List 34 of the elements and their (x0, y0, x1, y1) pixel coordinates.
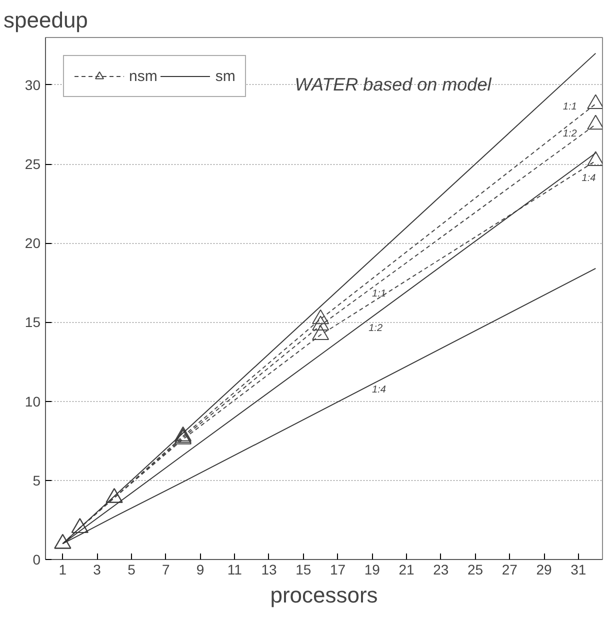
y-tick-label: 25 (24, 156, 41, 172)
x-tick-label: 29 (536, 562, 552, 578)
x-tick-label: 25 (468, 562, 484, 578)
y-tick-label: 30 (24, 76, 41, 93)
x-tick-label: 17 (330, 562, 346, 578)
y-tick-label: 5 (32, 472, 41, 488)
legend-label: nsm (129, 68, 158, 84)
y-tick-label: 20 (24, 235, 41, 252)
x-tick-label: 31 (570, 562, 586, 578)
x-tick-label: 9 (196, 562, 204, 578)
x-tick-label: 5 (128, 562, 136, 578)
x-tick-label: 11 (227, 562, 242, 578)
y-tick-label: 0 (32, 552, 41, 568)
x-tick-label: 27 (502, 562, 518, 578)
x-tick-label: 15 (296, 562, 312, 578)
annotation: 1:2 (562, 128, 578, 140)
x-tick-label: 7 (162, 562, 170, 578)
annotation: 1:4 (582, 172, 596, 184)
x-tick-label: 3 (93, 562, 102, 578)
x-tick-label: 23 (433, 562, 449, 578)
annotation: 1:1 (562, 102, 577, 113)
y-tick-label: 10 (24, 393, 41, 410)
annotation: 1:1 (372, 288, 386, 300)
x-tick-label: 21 (398, 562, 415, 578)
x-tick-label: 1 (58, 562, 67, 578)
y-axis-title: speedup (4, 8, 88, 32)
annotation: 1:2 (368, 323, 383, 334)
text: WATER based on model (294, 74, 492, 94)
x-tick-label: 19 (364, 562, 380, 578)
legend-label: sm (215, 68, 236, 84)
x-axis-title: processors (270, 582, 378, 608)
annotation: 1:4 (372, 384, 386, 396)
x-tick-label: 13 (261, 562, 277, 578)
y-tick-label: 15 (24, 314, 41, 330)
